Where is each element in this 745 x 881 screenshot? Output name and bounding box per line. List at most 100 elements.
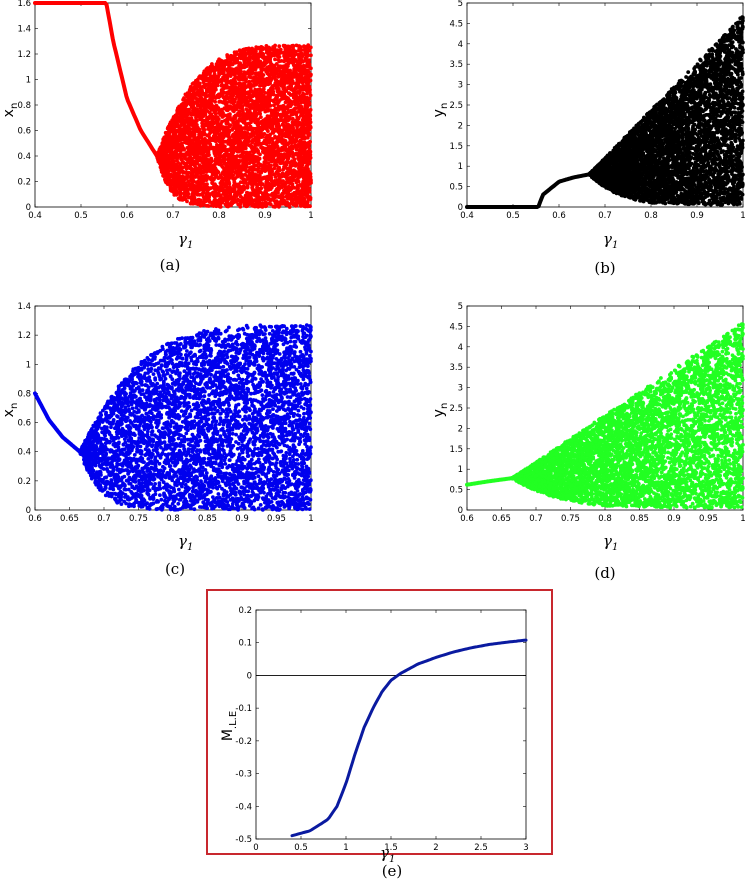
chaos-point: [276, 104, 281, 109]
chaos-point: [269, 92, 274, 97]
chaos-point: [234, 107, 239, 112]
chaos-point: [306, 102, 310, 107]
chaos-point: [264, 180, 269, 185]
chaos-point: [187, 156, 192, 160]
chaos-point: [286, 60, 291, 65]
chaos-point: [172, 134, 176, 139]
chaos-point: [306, 43, 311, 48]
chaos-point: [254, 105, 259, 110]
chaos-point: [271, 75, 276, 80]
chaos-point: [251, 76, 256, 80]
chaos-point: [290, 116, 295, 121]
chaos-point: [267, 57, 271, 62]
chaos-point: [264, 186, 269, 191]
chaos-point: [215, 143, 219, 147]
chaos-point: [260, 47, 265, 52]
chaos-point: [281, 167, 285, 172]
chaos-point: [228, 123, 233, 127]
chaos-point: [284, 160, 289, 165]
chaos-point: [254, 156, 259, 161]
chaos-point: [259, 176, 263, 181]
chaos-point: [202, 132, 206, 137]
chaos-point: [251, 83, 256, 87]
chaos-point: [305, 74, 309, 79]
chaos-point: [233, 120, 238, 125]
chaos-point: [291, 88, 296, 93]
chaos-point: [287, 123, 291, 128]
panel-a-red-bifurcation-xn: 0.4 0.5 0.6 0.7 0.8 0.9 100.20.40.60.811.21.41…: [1, 0, 314, 274]
chaos-point: [229, 71, 233, 76]
chaos-point: [262, 191, 266, 196]
chaos-point: [165, 166, 170, 171]
chaos-point: [218, 151, 222, 156]
chaos-point: [272, 45, 277, 50]
chaos-point: [180, 137, 185, 142]
chaos-point: [250, 133, 255, 138]
chaos-point: [296, 166, 301, 171]
chaos-point: [269, 113, 274, 118]
chaos-point: [170, 154, 175, 159]
chaos-point: [254, 204, 258, 209]
chaos-point: [233, 124, 238, 128]
chaos-point: [274, 163, 279, 168]
chaos-point: [270, 130, 275, 135]
chaos-point: [309, 179, 313, 183]
chaos-point: [169, 122, 174, 126]
chaos-point: [284, 141, 289, 146]
x-tick-label: 0.4: [28, 211, 42, 221]
chaos-point: [247, 73, 252, 78]
chaos-point: [209, 78, 214, 83]
chaos-point: [268, 197, 273, 202]
chaos-point: [308, 72, 313, 77]
chaos-point: [206, 198, 210, 202]
chaos-point: [202, 127, 207, 132]
chaos-point: [208, 65, 213, 70]
chaos-point: [290, 184, 295, 188]
chaos-point: [298, 202, 303, 207]
chaos-point: [273, 57, 277, 62]
chaos-point: [221, 170, 226, 174]
chaos-point: [274, 93, 279, 98]
chaos-point: [228, 148, 233, 153]
chaos-point: [283, 155, 288, 160]
chaos-point: [276, 86, 281, 91]
chaos-point: [290, 48, 295, 53]
chaos-point: [202, 83, 207, 88]
chaos-point: [185, 91, 190, 96]
chaos-point: [195, 202, 200, 207]
chaos-point: [288, 68, 292, 73]
chaos-point: [242, 50, 247, 55]
chaos-point: [276, 100, 280, 105]
chaos-point: [201, 92, 205, 96]
chaos-point: [221, 87, 225, 91]
chaos-point: [262, 60, 267, 65]
chaos-point: [250, 140, 255, 145]
chaos-point: [224, 83, 229, 88]
x-tick-label: 0.9: [258, 211, 272, 221]
chaos-point: [257, 74, 262, 79]
chaos-point: [158, 150, 162, 155]
chaos-point: [224, 179, 229, 184]
chaos-point: [282, 70, 286, 74]
chaos-point: [263, 154, 268, 159]
chaos-point: [280, 157, 285, 161]
chaos-point: [239, 93, 244, 98]
chaos-point: [180, 169, 185, 174]
chaos-point: [195, 100, 199, 104]
chaos-point: [228, 191, 233, 196]
chaos-point: [276, 168, 281, 173]
chaos-point: [236, 111, 241, 116]
chaos-point: [171, 150, 176, 155]
chaos-point: [196, 145, 200, 150]
chaos-point: [269, 167, 274, 172]
chaos-point: [297, 89, 302, 94]
chaos-point: [291, 144, 296, 149]
chaos-point: [250, 200, 255, 205]
x-tick-label: 0.6: [120, 211, 134, 221]
chaos-point: [300, 188, 304, 193]
chaos-point: [301, 110, 305, 115]
chaos-point: [209, 156, 214, 161]
chaos-point: [247, 51, 252, 55]
chaos-point: [282, 59, 286, 64]
chaos-point: [279, 90, 284, 95]
